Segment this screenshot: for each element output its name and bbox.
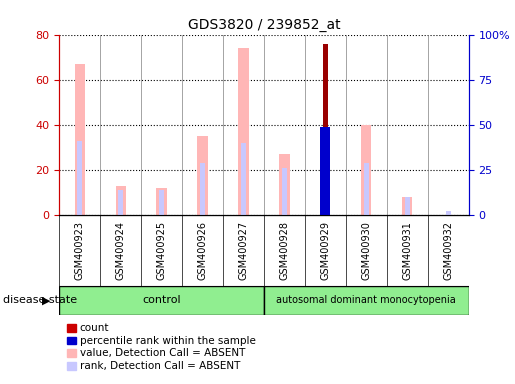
Bar bbox=[364, 163, 369, 215]
Text: GSM400932: GSM400932 bbox=[443, 221, 453, 280]
Title: GDS3820 / 239852_at: GDS3820 / 239852_at bbox=[187, 18, 340, 32]
Text: percentile rank within the sample: percentile rank within the sample bbox=[80, 336, 256, 346]
Text: ▶: ▶ bbox=[42, 295, 50, 305]
Text: rank, Detection Call = ABSENT: rank, Detection Call = ABSENT bbox=[80, 361, 240, 371]
Bar bbox=[361, 125, 371, 215]
Bar bbox=[59, 286, 264, 315]
Bar bbox=[282, 168, 287, 215]
Text: GSM400930: GSM400930 bbox=[362, 221, 371, 280]
Bar bbox=[118, 190, 123, 215]
Text: count: count bbox=[80, 323, 109, 333]
Text: GSM400923: GSM400923 bbox=[75, 221, 84, 280]
Bar bbox=[445, 210, 451, 215]
Text: GSM400928: GSM400928 bbox=[280, 221, 289, 280]
Text: autosomal dominant monocytopenia: autosomal dominant monocytopenia bbox=[277, 295, 456, 306]
Bar bbox=[200, 163, 205, 215]
Bar bbox=[115, 186, 126, 215]
Bar bbox=[75, 64, 85, 215]
Text: disease state: disease state bbox=[3, 295, 77, 305]
Bar bbox=[241, 143, 246, 215]
Text: GSM400929: GSM400929 bbox=[320, 221, 330, 280]
Bar bbox=[197, 136, 208, 215]
Bar bbox=[320, 127, 331, 215]
Bar bbox=[405, 197, 410, 215]
Text: GSM400924: GSM400924 bbox=[116, 221, 126, 280]
Bar bbox=[238, 48, 249, 215]
Bar bbox=[157, 188, 167, 215]
Bar bbox=[402, 197, 413, 215]
Bar bbox=[279, 154, 289, 215]
Bar bbox=[159, 190, 164, 215]
Text: value, Detection Call = ABSENT: value, Detection Call = ABSENT bbox=[80, 348, 245, 358]
Text: GSM400931: GSM400931 bbox=[402, 221, 412, 280]
Text: control: control bbox=[142, 295, 181, 306]
Text: GSM400925: GSM400925 bbox=[157, 221, 166, 280]
Bar bbox=[77, 141, 82, 215]
Text: GSM400926: GSM400926 bbox=[198, 221, 208, 280]
Bar bbox=[323, 44, 328, 215]
Text: GSM400927: GSM400927 bbox=[238, 221, 248, 280]
Bar bbox=[264, 286, 469, 315]
